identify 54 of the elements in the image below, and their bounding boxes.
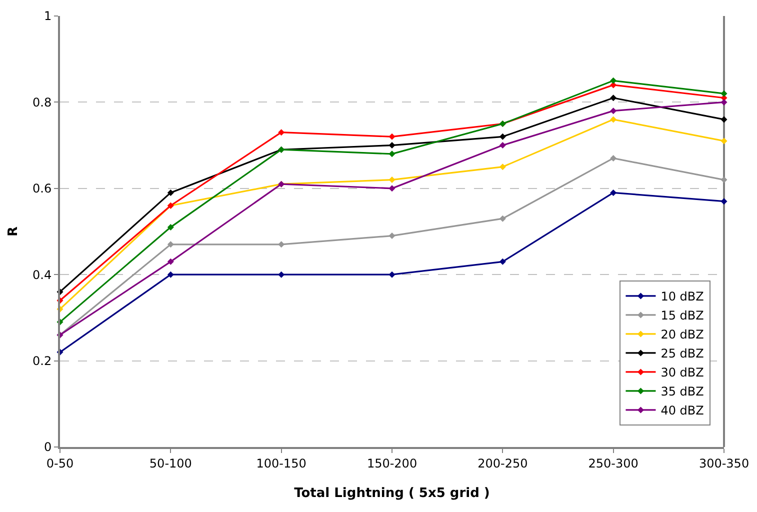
legend-label: 10 dBZ (660, 290, 704, 304)
point (610, 154, 617, 162)
point (499, 142, 506, 149)
point (720, 138, 728, 144)
x-tick-label: 0-50 (46, 456, 74, 470)
legend-label: 25 dBZ (660, 346, 704, 361)
y-tick-label: 0.4 (32, 268, 52, 282)
point (499, 258, 506, 265)
legend-label: 35 dBZ (660, 384, 704, 399)
legend-label: 30 dBZ (660, 366, 704, 380)
point (388, 271, 396, 278)
y-tick-label: 0.6 (32, 182, 52, 196)
y-axis-title: R (6, 226, 21, 237)
point (610, 77, 617, 84)
point (167, 224, 174, 230)
point (720, 176, 728, 184)
x-tick-label: 200-250 (478, 456, 528, 470)
point (167, 271, 174, 278)
point (388, 142, 396, 149)
x-axis-title: Total Lightning ( 5x5 grid ) (294, 486, 490, 501)
point (167, 189, 174, 196)
point (167, 258, 174, 265)
legend-label: 15 dBZ (660, 308, 704, 323)
point (499, 164, 506, 170)
point (610, 108, 617, 114)
point (610, 94, 617, 102)
x-tick-label: 300-350 (698, 456, 750, 470)
x-tick-label: 250-300 (588, 456, 638, 470)
y-tick-label: 1 (44, 9, 52, 24)
point (610, 189, 617, 196)
point (388, 185, 396, 192)
y-tick-label: 0 (44, 440, 52, 454)
x-tick-label: 150-200 (366, 456, 418, 470)
point (720, 98, 728, 106)
legend-label: 20 dBZ (660, 328, 704, 342)
point (388, 176, 396, 184)
y-tick-label: 0.8 (32, 95, 52, 110)
point (720, 90, 728, 97)
y-tick-label: 0.2 (32, 354, 52, 368)
point (278, 129, 285, 136)
point (720, 198, 728, 205)
point (278, 271, 285, 278)
point (167, 241, 174, 248)
point (388, 133, 396, 140)
point (388, 232, 396, 240)
point (610, 116, 617, 123)
legend-label: 40 dBZ (660, 404, 704, 418)
x-tick-label: 100-150 (256, 456, 306, 470)
point (720, 116, 728, 123)
point (499, 215, 506, 222)
point (388, 150, 396, 158)
point (499, 133, 506, 140)
point (278, 241, 285, 248)
x-tick-label: 50-100 (149, 456, 192, 470)
